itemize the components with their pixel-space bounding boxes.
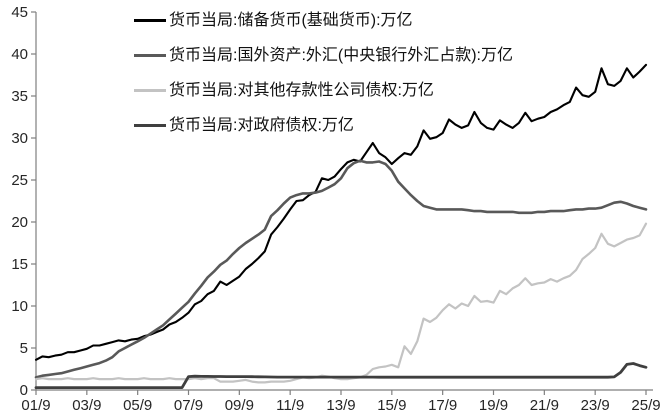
x-tick-label: 09/9 <box>225 397 254 414</box>
x-tick-label: 25/9 <box>631 397 660 414</box>
legend: 货币当局:储备货币(基础货币):万亿 货币当局:国外资产:外汇(中央银行外汇占款… <box>134 3 513 143</box>
y-tick-label: 30 <box>11 130 28 147</box>
legend-item-claims-on-banks: 货币当局:对其他存款性公司债权:万亿 <box>134 73 513 108</box>
legend-line-swatch-darkgray <box>134 54 166 57</box>
legend-line-swatch-lightgray <box>134 89 166 92</box>
legend-item-reserve-money: 货币当局:储备货币(基础货币):万亿 <box>134 3 513 38</box>
x-tick-label: 01/9 <box>21 397 50 414</box>
legend-item-claims-on-government: 货币当局:对政府债权:万亿 <box>134 108 513 143</box>
x-tick-label: 03/9 <box>72 397 101 414</box>
x-tick-label: 21/9 <box>530 397 559 414</box>
y-tick-label: 20 <box>11 214 28 231</box>
legend-line-swatch-black <box>134 19 166 22</box>
series-line-3 <box>34 362 648 390</box>
y-tick-label: 10 <box>11 298 28 315</box>
y-tick-label: 0 <box>20 382 28 399</box>
y-tick-label: 15 <box>11 256 28 273</box>
y-tick-label: 5 <box>20 340 28 357</box>
legend-line-swatch-gray <box>134 124 166 127</box>
y-tick-label: 25 <box>11 172 28 189</box>
x-tick-label: 11/9 <box>276 397 304 414</box>
y-tick-label: 40 <box>11 46 28 63</box>
x-tick-label: 17/9 <box>428 397 457 414</box>
legend-label: 货币当局:对政府债权:万亿 <box>169 116 354 134</box>
series-line-1 <box>34 159 648 379</box>
x-tick-label: 19/9 <box>479 397 508 414</box>
legend-label: 货币当局:国外资产:外汇(中央银行外汇占款):万亿 <box>169 46 513 64</box>
x-tick-label: 05/9 <box>123 397 152 414</box>
x-tick-label: 13/9 <box>326 397 355 414</box>
legend-item-fx-assets: 货币当局:国外资产:外汇(中央银行外汇占款):万亿 <box>134 38 513 73</box>
y-tick-label: 35 <box>11 88 28 105</box>
legend-label: 货币当局:对其他存款性公司债权:万亿 <box>169 81 434 99</box>
series-line-2 <box>34 222 648 384</box>
legend-label: 货币当局:储备货币(基础货币):万亿 <box>169 11 413 29</box>
x-tick-label: 15/9 <box>377 397 406 414</box>
y-tick-label: 45 <box>11 4 28 21</box>
series-line-0 <box>34 63 648 361</box>
x-tick-label: 07/9 <box>174 397 203 414</box>
x-tick-label: 23/9 <box>581 397 610 414</box>
